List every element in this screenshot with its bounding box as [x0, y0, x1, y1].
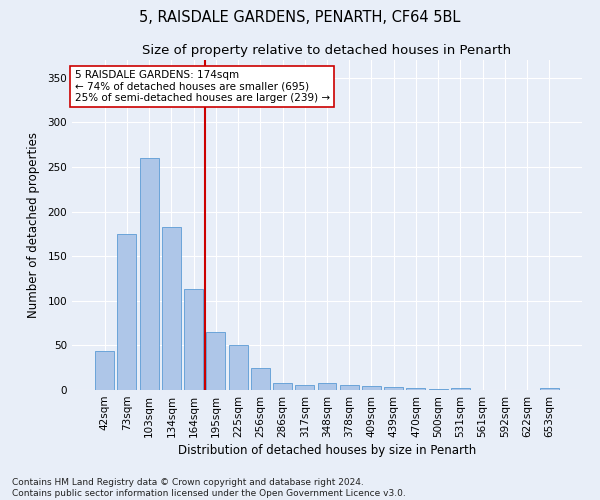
Bar: [451, 388, 470, 390]
Bar: [118, 234, 136, 390]
Text: Contains HM Land Registry data © Crown copyright and database right 2024.
Contai: Contains HM Land Registry data © Crown c…: [12, 478, 406, 498]
Bar: [184, 289, 203, 390]
Text: 5 RAISDALE GARDENS: 174sqm
← 74% of detached houses are smaller (695)
25% of sem: 5 RAISDALE GARDENS: 174sqm ← 74% of deta…: [74, 70, 329, 103]
Bar: [362, 386, 381, 390]
Bar: [406, 388, 425, 390]
Bar: [317, 383, 337, 390]
Bar: [162, 227, 181, 390]
Bar: [140, 158, 158, 390]
Bar: [540, 388, 559, 390]
Bar: [206, 332, 225, 390]
Bar: [229, 346, 248, 390]
Text: 5, RAISDALE GARDENS, PENARTH, CF64 5BL: 5, RAISDALE GARDENS, PENARTH, CF64 5BL: [139, 10, 461, 25]
Bar: [429, 389, 448, 390]
Bar: [95, 351, 114, 390]
Bar: [273, 383, 292, 390]
Bar: [251, 368, 270, 390]
Bar: [340, 384, 359, 390]
Bar: [384, 388, 403, 390]
X-axis label: Distribution of detached houses by size in Penarth: Distribution of detached houses by size …: [178, 444, 476, 457]
Y-axis label: Number of detached properties: Number of detached properties: [28, 132, 40, 318]
Title: Size of property relative to detached houses in Penarth: Size of property relative to detached ho…: [142, 44, 512, 58]
Bar: [295, 384, 314, 390]
